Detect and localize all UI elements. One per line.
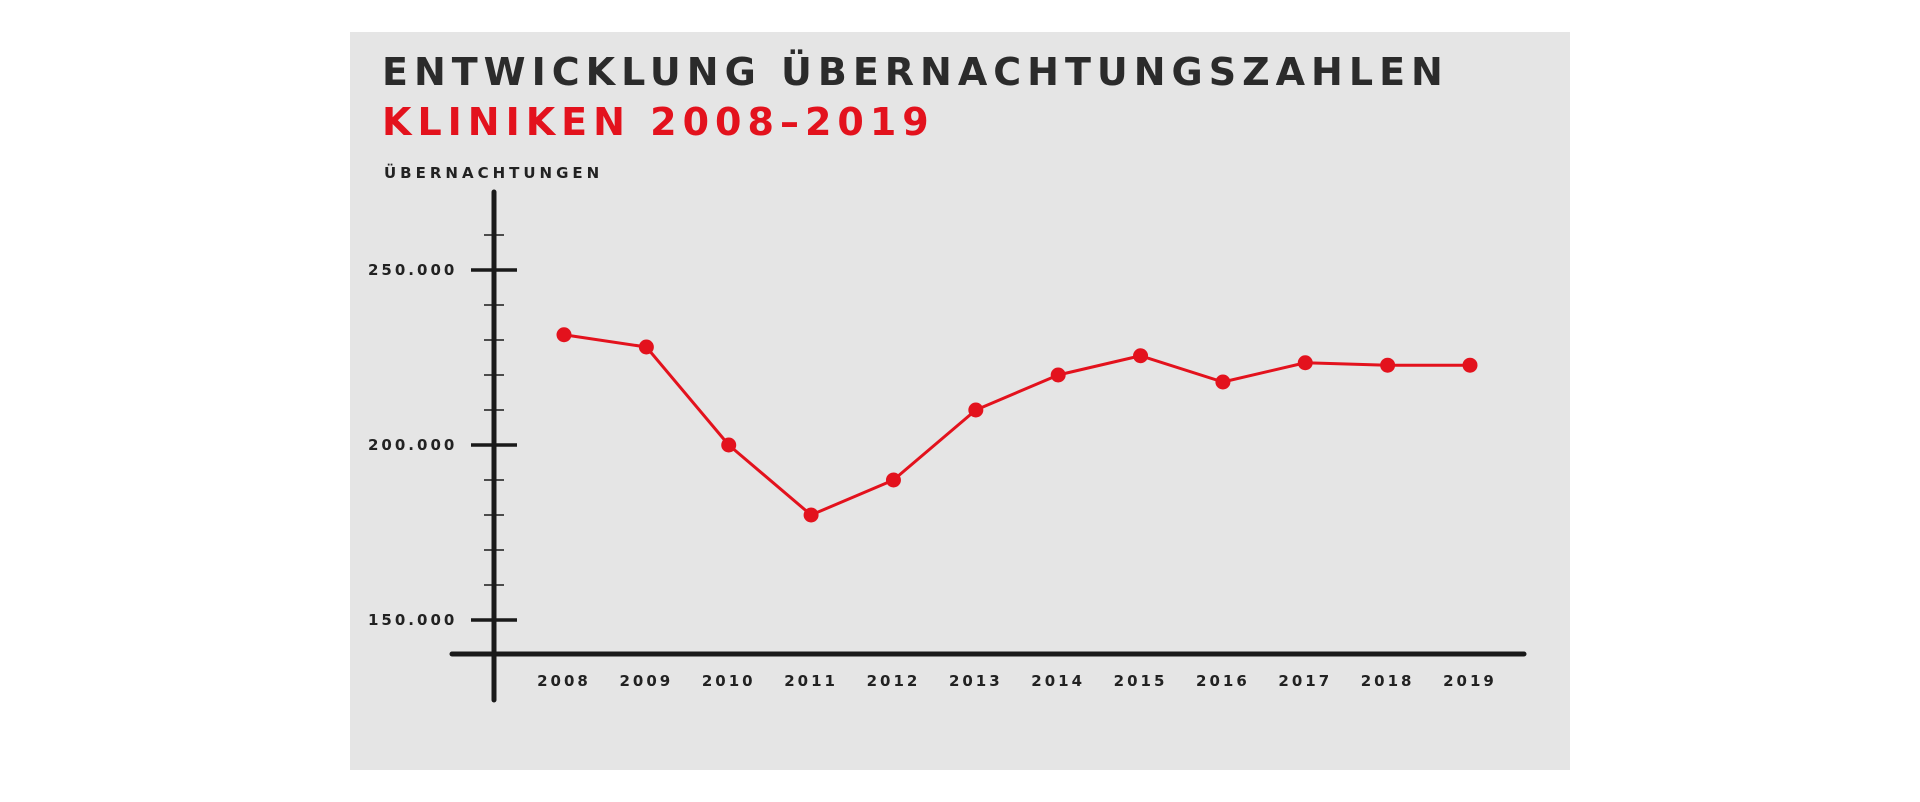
data-point: [1297, 355, 1313, 371]
data-point: [638, 339, 654, 355]
x-tick-label: 2013: [949, 672, 1003, 690]
line-chart: 150.000 200.000 250.000 2008 2009 2010 2011 201…: [368, 189, 1527, 703]
x-tick-label: 2011: [784, 672, 838, 690]
x-tick-label: 2012: [867, 672, 921, 690]
x-tick-label: 2016: [1196, 672, 1250, 690]
data-point: [721, 437, 737, 453]
data-point: [556, 327, 572, 343]
series-line: [563, 333, 1470, 517]
data-point: [803, 507, 819, 523]
chart-title: ENTWICKLUNG ÜBERNACHTUNGSZAHLEN: [382, 50, 1449, 94]
chart-panel: ENTWICKLUNG ÜBERNACHTUNGSZAHLEN KLINIKEN…: [350, 32, 1570, 770]
y-tick-label: 200.000: [368, 436, 457, 454]
data-point: [1215, 374, 1231, 390]
data-point: [1462, 357, 1478, 373]
y-tick-label: 150.000: [368, 611, 457, 629]
x-tick-label: 2008: [537, 672, 591, 690]
data-point: [1380, 357, 1396, 373]
data-point: [1050, 367, 1066, 383]
data-point: [1133, 348, 1149, 364]
x-tick-label: 2015: [1114, 672, 1168, 690]
x-tick-label: 2018: [1361, 672, 1415, 690]
x-tick-label: 2014: [1031, 672, 1085, 690]
x-tick-label: 2019: [1443, 672, 1497, 690]
chart-subtitle: KLINIKEN 2008–2019: [382, 100, 935, 144]
x-tick-label: 2017: [1278, 672, 1332, 690]
data-point: [968, 402, 984, 418]
x-tick-label: 2010: [702, 672, 756, 690]
y-tick-label: 250.000: [368, 261, 457, 279]
x-tick-label: 2009: [619, 672, 673, 690]
data-point: [885, 472, 901, 488]
y-axis-label: ÜBERNACHTUNGEN: [384, 164, 604, 182]
